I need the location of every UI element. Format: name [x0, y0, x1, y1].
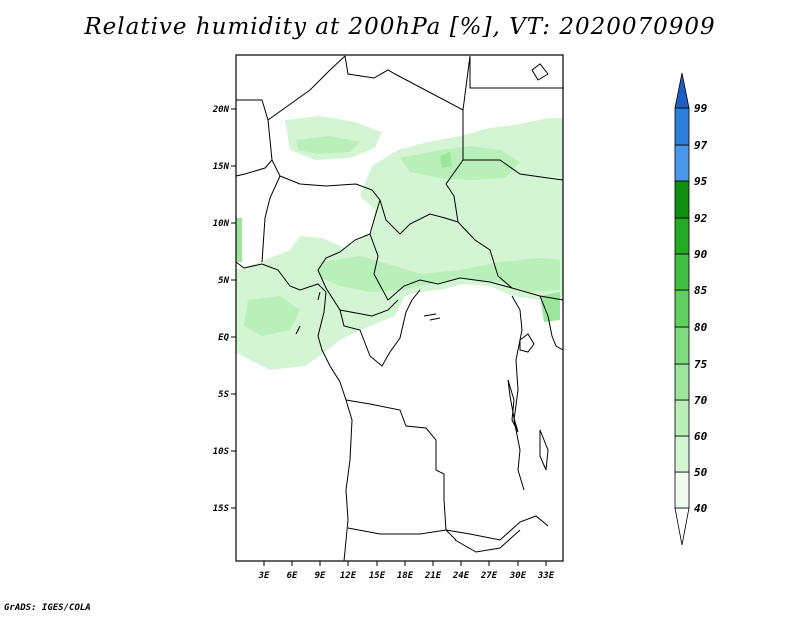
humidity-shading [236, 116, 563, 370]
lat-ticks [231, 108, 236, 509]
lon-ticks [263, 561, 547, 566]
border-east-africa [511, 295, 525, 491]
shade-dark-2 [540, 292, 560, 322]
colorbar-label: 95 [694, 175, 708, 188]
colorbar-swatch-90 [674, 217, 690, 255]
border-northwest [235, 99, 273, 177]
border-cameroon [317, 233, 399, 317]
colorbar-label: 50 [694, 466, 708, 479]
border-east-2 [539, 295, 564, 351]
lon-label: 3E [258, 571, 270, 581]
colorbar-swatch-70 [674, 363, 690, 401]
border-car [369, 233, 564, 301]
plot-frame [235, 54, 564, 562]
lon-label: 21E [424, 571, 442, 581]
coastline-west-africa [235, 261, 353, 562]
lake-victoria [519, 333, 535, 353]
border-angola-namibia [347, 527, 447, 535]
shade-medium-4 [296, 136, 360, 154]
lon-label: 12E [340, 571, 357, 581]
colorbar-label: 40 [694, 502, 708, 515]
lon-label: 9E [315, 571, 326, 581]
lon-label: 6E [287, 571, 298, 581]
colorbar-swatch-40 [674, 471, 690, 509]
colorbar-swatch-60 [674, 399, 690, 437]
coast-east [531, 63, 549, 81]
colorbar-swatch-75 [674, 326, 690, 365]
shade-light [236, 118, 563, 370]
border-chad-east [379, 110, 464, 235]
grads-credit: GrADS: IGES/COLA [4, 603, 91, 613]
lat-label: 15N [213, 162, 230, 172]
lat-label: 10S [213, 447, 230, 457]
colorbar [674, 72, 690, 546]
lon-label: 24E [452, 571, 470, 581]
colorbar-label: 75 [694, 358, 708, 371]
colorbar-swatch-50 [674, 435, 690, 473]
shade-dark [236, 218, 242, 262]
border-north-2 [344, 55, 471, 111]
lon-labels: 3E 6E 9E 12E 15E 18E 21E 24E 27E 30E 33E [258, 571, 555, 581]
border-north-1 [267, 55, 346, 121]
shade-dark-3 [440, 152, 452, 168]
border-zambia [445, 515, 549, 541]
lat-label: 5N [218, 276, 229, 286]
lake-malawi [539, 429, 549, 471]
lat-labels: 20N 15N 10N 5N EQ 5S 10S 15S [212, 105, 230, 514]
lon-label: 33E [537, 571, 555, 581]
border-congo [339, 289, 421, 367]
colorbar-label: 85 [694, 284, 708, 297]
lat-label: 15S [213, 504, 230, 514]
colorbar-swatch-95 [674, 144, 690, 182]
border-misc [295, 291, 521, 553]
lat-label: 20N [212, 105, 230, 115]
lon-label: 30E [509, 571, 527, 581]
colorbar-labels: 40 50 60 70 75 80 85 90 92 95 97 99 [694, 102, 708, 515]
border-sudan [457, 159, 564, 289]
colorbar-high-triangle [674, 72, 690, 109]
lon-label: 18E [397, 571, 414, 581]
colorbar-low-triangle [674, 507, 690, 546]
colorbar-swatch-85 [674, 253, 690, 291]
colorbar-label: 92 [694, 212, 708, 225]
shade-medium-1 [400, 146, 520, 180]
border-nigeria-north [279, 175, 381, 235]
lat-label: 10N [213, 219, 230, 229]
colorbar-label: 60 [694, 430, 708, 443]
colorbar-label: 99 [694, 102, 708, 115]
lake-tanganyika [507, 379, 519, 433]
colorbar-label: 80 [694, 321, 708, 334]
map-boundaries [235, 55, 564, 562]
border-libya-egypt [469, 56, 563, 89]
shade-medium-3 [244, 296, 300, 336]
colorbar-swatch-80 [674, 289, 690, 328]
border-nigeria-niger [261, 159, 281, 263]
chart-title: Relative humidity at 200hPa [%], VT: 202… [84, 14, 716, 40]
lat-label: 5S [218, 390, 229, 400]
lon-label: 27E [480, 571, 498, 581]
border-drc-angola [345, 399, 457, 541]
colorbar-label: 97 [694, 139, 708, 152]
colorbar-swatch-92 [674, 180, 690, 219]
colorbar-label: 90 [694, 248, 708, 261]
lat-label: EQ [218, 333, 229, 343]
colorbar-swatch-97 [674, 107, 690, 146]
lon-label: 15E [369, 571, 386, 581]
colorbar-label: 70 [694, 394, 708, 407]
